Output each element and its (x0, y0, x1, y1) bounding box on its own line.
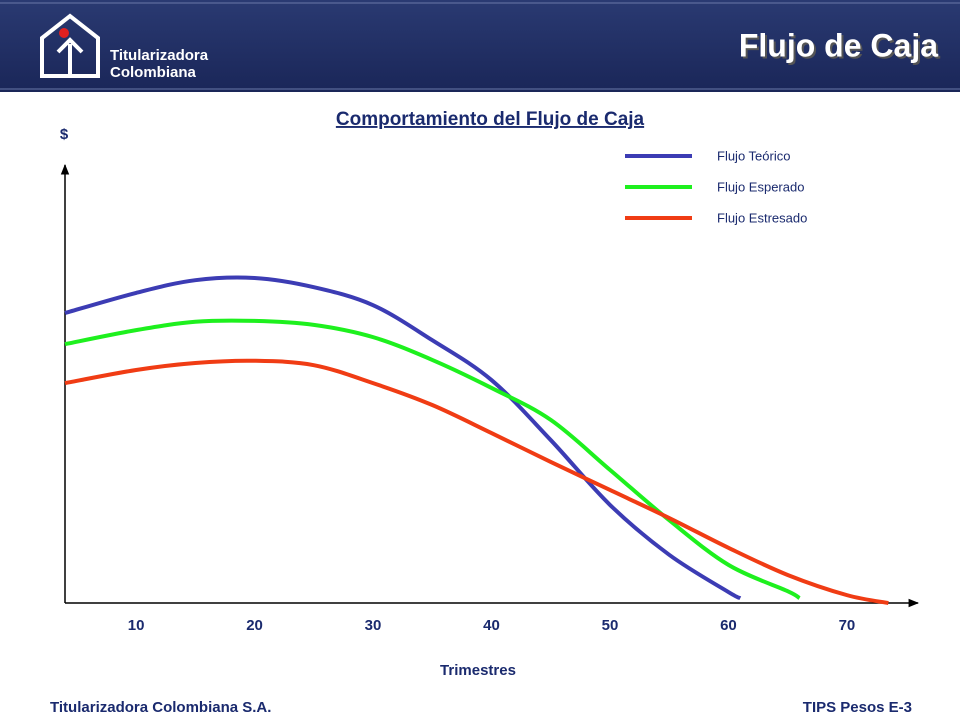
x-tick-label: 40 (483, 617, 500, 634)
legend-label: Flujo Esperado (717, 179, 804, 194)
footer-left: Titularizadora Colombiana S.A. (50, 699, 271, 716)
header-title-shadow: Flujo de Caja (741, 29, 940, 65)
logo-text: Titularizadora (110, 47, 209, 64)
legend-label: Flujo Estresado (717, 210, 807, 225)
x-tick-label: 10 (128, 617, 145, 634)
x-axis-label: Trimestres (440, 662, 516, 679)
x-tick-label: 70 (839, 617, 856, 634)
chart-title: Comportamiento del Flujo de Caja (336, 109, 645, 130)
line (64, 275, 742, 601)
x-tick-label: 30 (365, 617, 382, 634)
footer-right: TIPS Pesos E-3 (803, 699, 912, 716)
x-tick-label: 50 (602, 617, 619, 634)
line (64, 318, 801, 600)
legend-label: Flujo Teórico (717, 148, 790, 163)
x-tick-label: 20 (246, 617, 263, 634)
y-axis-label: $ (60, 126, 69, 143)
x-tick-label: 60 (720, 617, 737, 634)
logo-dot (59, 28, 69, 38)
line (64, 358, 889, 605)
header-title: Flujo de Caja (739, 27, 938, 63)
header-bar (0, 0, 960, 92)
logo (40, 13, 100, 78)
logo-text: Colombiana (110, 64, 196, 81)
